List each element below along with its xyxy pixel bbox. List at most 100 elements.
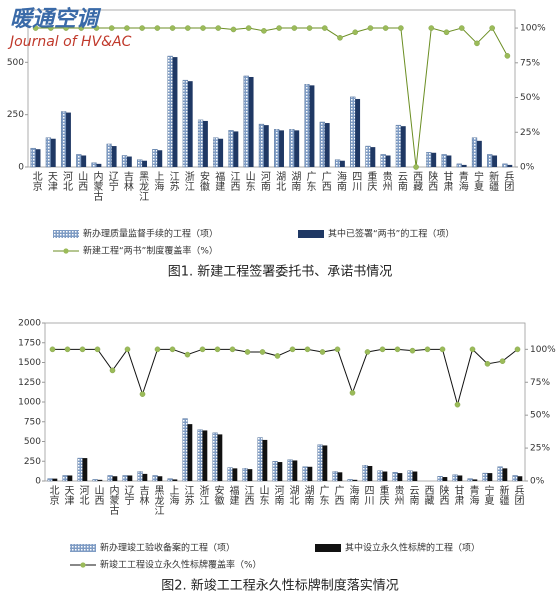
bar (107, 475, 113, 482)
bar (482, 472, 488, 482)
bar (279, 130, 284, 167)
bar (400, 126, 406, 167)
legend-swatch (298, 230, 324, 238)
rate-marker (49, 346, 56, 353)
rate-marker (154, 346, 161, 353)
y-tick-label: 1750 (18, 338, 41, 348)
bar (377, 470, 383, 482)
bar (289, 129, 295, 168)
bar (137, 159, 143, 168)
bar (106, 143, 112, 168)
bar (332, 471, 338, 482)
bar (258, 123, 265, 168)
x-tick-label: 湖北 (287, 485, 299, 505)
y2-tick-label: 25% (520, 128, 540, 138)
y2-tick-label: 0% (520, 163, 535, 173)
x-tick-label: 广西 (319, 171, 331, 191)
x-tick-label: 陕西 (426, 170, 438, 191)
bar (319, 121, 325, 168)
rate-marker (64, 346, 71, 353)
bar (157, 476, 163, 481)
y-tick-label: 750 (24, 417, 41, 427)
bar (350, 96, 356, 168)
bar (35, 149, 41, 167)
bar (437, 476, 443, 482)
x-tick-label: 江西 (242, 485, 254, 505)
bar (492, 155, 498, 167)
y2-tick-label: 50% (520, 93, 540, 103)
bar (471, 137, 478, 168)
bar (233, 131, 239, 167)
rate-marker (245, 25, 252, 31)
rate-marker (184, 351, 191, 358)
bar (187, 424, 193, 481)
x-tick-label: 天津 (45, 171, 57, 192)
x-tick-label: 西藏 (411, 171, 423, 192)
bar (426, 152, 432, 168)
rate-marker (489, 25, 495, 31)
rate-marker (474, 40, 480, 47)
bar (502, 468, 508, 481)
bar (157, 150, 163, 167)
bar (380, 154, 386, 168)
x-tick-label: 重庆 (377, 484, 389, 506)
bar (307, 466, 313, 481)
x-tick-label: 贵州 (392, 484, 404, 505)
x-tick-label: 内蒙古 (91, 170, 103, 202)
rate-marker (394, 346, 401, 353)
bar (76, 154, 82, 168)
bar (337, 472, 343, 481)
bar (487, 473, 493, 481)
rate-marker (124, 25, 130, 31)
x-tick-label: 安徽 (212, 484, 224, 506)
bar (45, 137, 52, 168)
y-tick-label: 500 (24, 437, 41, 447)
rate-marker (428, 25, 435, 31)
x-tick-label: 云南 (407, 485, 419, 505)
rate-marker (484, 361, 491, 367)
rate-line (52, 348, 518, 407)
bar (385, 155, 391, 167)
legend-label: 其中设立永久性标牌的工程（项） (345, 542, 480, 554)
y2-tick-label: 25% (530, 444, 550, 454)
bar (497, 466, 503, 482)
bar (217, 434, 223, 481)
rate-marker (499, 358, 506, 364)
rate-marker (291, 25, 298, 31)
rate-marker (514, 346, 521, 353)
rate-marker (334, 346, 341, 353)
x-tick-label: 山东 (257, 485, 269, 505)
x-tick-label: 广东 (317, 485, 329, 505)
bar (212, 432, 218, 482)
bar (507, 164, 513, 167)
x-tick-label: 重庆 (365, 170, 377, 192)
x-tick-label: 湖南 (289, 171, 301, 191)
rate-marker (63, 25, 69, 31)
bar (456, 163, 462, 168)
x-tick-label: 山东 (243, 171, 255, 191)
legend-marker (80, 562, 86, 568)
bar (81, 155, 87, 167)
legend-marker (63, 248, 69, 254)
bar (412, 471, 418, 481)
bar (243, 75, 249, 168)
bar (62, 475, 68, 482)
y-tick-label: 500 (7, 58, 24, 68)
x-tick-label: 新疆 (487, 170, 499, 192)
x-tick-label: 辽宁 (106, 171, 118, 191)
rate-marker (439, 346, 446, 353)
logo-title: 暖通空调 (10, 6, 102, 32)
bar (365, 145, 371, 168)
x-tick-label: 福建 (227, 484, 239, 505)
bar (197, 119, 204, 168)
rate-marker (184, 25, 191, 31)
x-tick-label: 山西 (76, 171, 88, 191)
y2-tick-label: 100% (520, 24, 546, 34)
x-tick-label: 新疆 (497, 484, 509, 506)
bar (352, 479, 358, 481)
bar (367, 465, 373, 481)
bar (446, 155, 452, 167)
bar (304, 84, 310, 168)
y-tick-label: 1250 (18, 378, 41, 388)
